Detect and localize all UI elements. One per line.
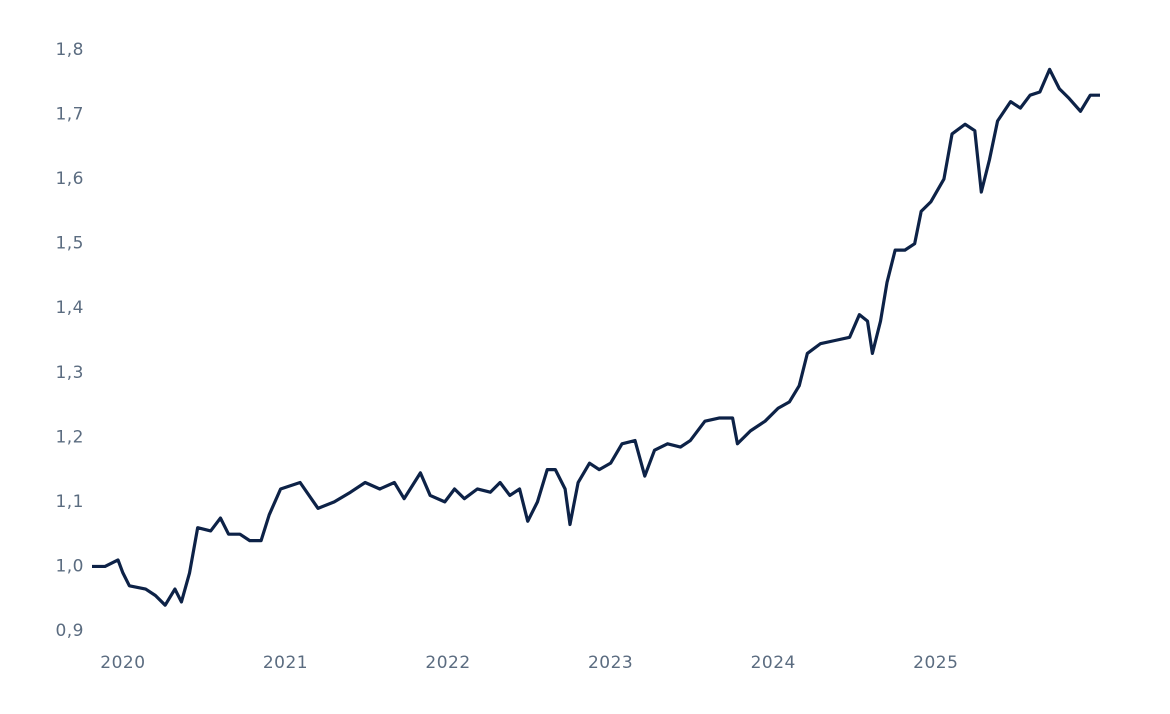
x-tick-label: 2020 [100,653,145,673]
x-tick-label: 2021 [263,653,308,673]
y-tick-label: 1,2 [55,427,84,447]
y-tick-label: 0,9 [55,621,84,641]
x-tick-label: 2025 [913,653,958,673]
x-tick-label: 2022 [425,653,470,673]
y-tick-label: 1,5 [55,234,84,254]
x-tick-label: 2024 [751,653,796,673]
y-tick-label: 1,1 [55,492,84,512]
y-tick-label: 1,4 [55,298,84,318]
y-tick-label: 1,6 [55,169,84,189]
y-tick-label: 1,3 [55,363,84,383]
data-line [92,67,1100,607]
x-tick-label: 2023 [588,653,633,673]
y-tick-label: 1,8 [55,40,84,60]
y-tick-label: 1,0 [55,556,84,576]
y-tick-label: 1,7 [55,105,84,125]
